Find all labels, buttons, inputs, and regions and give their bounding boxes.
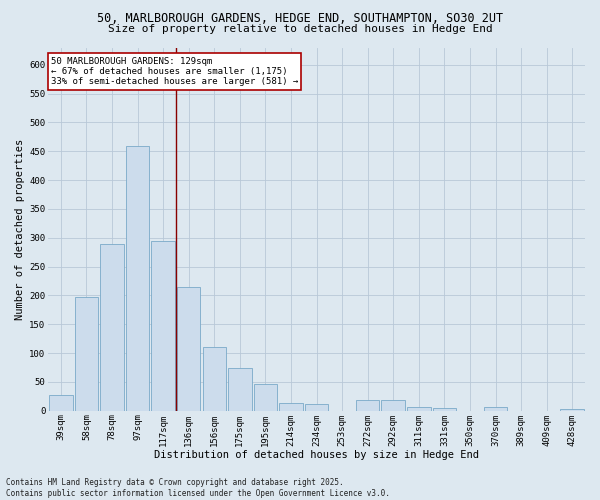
Bar — [126, 146, 149, 411]
Bar — [100, 244, 124, 411]
X-axis label: Distribution of detached houses by size in Hedge End: Distribution of detached houses by size … — [154, 450, 479, 460]
Text: Size of property relative to detached houses in Hedge End: Size of property relative to detached ho… — [107, 24, 493, 34]
Bar — [49, 394, 73, 411]
Y-axis label: Number of detached properties: Number of detached properties — [15, 138, 25, 320]
Bar — [254, 384, 277, 411]
Text: 50, MARLBOROUGH GARDENS, HEDGE END, SOUTHAMPTON, SO30 2UT: 50, MARLBOROUGH GARDENS, HEDGE END, SOUT… — [97, 12, 503, 26]
Bar — [151, 240, 175, 411]
Bar — [203, 348, 226, 411]
Text: Contains HM Land Registry data © Crown copyright and database right 2025.
Contai: Contains HM Land Registry data © Crown c… — [6, 478, 390, 498]
Bar — [305, 404, 328, 411]
Bar — [279, 404, 303, 411]
Bar — [484, 408, 507, 411]
Bar — [433, 408, 456, 411]
Bar — [407, 407, 431, 411]
Bar — [382, 400, 405, 411]
Bar — [228, 368, 251, 411]
Bar — [74, 297, 98, 411]
Bar — [356, 400, 379, 411]
Text: 50 MARLBOROUGH GARDENS: 129sqm
← 67% of detached houses are smaller (1,175)
33% : 50 MARLBOROUGH GARDENS: 129sqm ← 67% of … — [51, 56, 298, 86]
Bar — [560, 409, 584, 411]
Bar — [177, 287, 200, 411]
